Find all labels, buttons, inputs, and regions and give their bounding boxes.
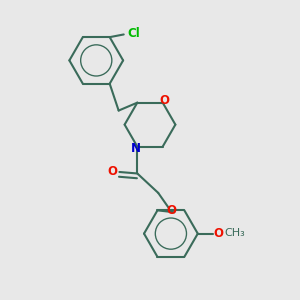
Text: N: N: [131, 142, 141, 155]
Text: O: O: [159, 94, 169, 107]
Text: CH₃: CH₃: [225, 228, 245, 238]
Text: Cl: Cl: [127, 27, 140, 40]
Text: O: O: [108, 166, 118, 178]
Text: O: O: [167, 204, 176, 217]
Text: O: O: [214, 227, 224, 240]
